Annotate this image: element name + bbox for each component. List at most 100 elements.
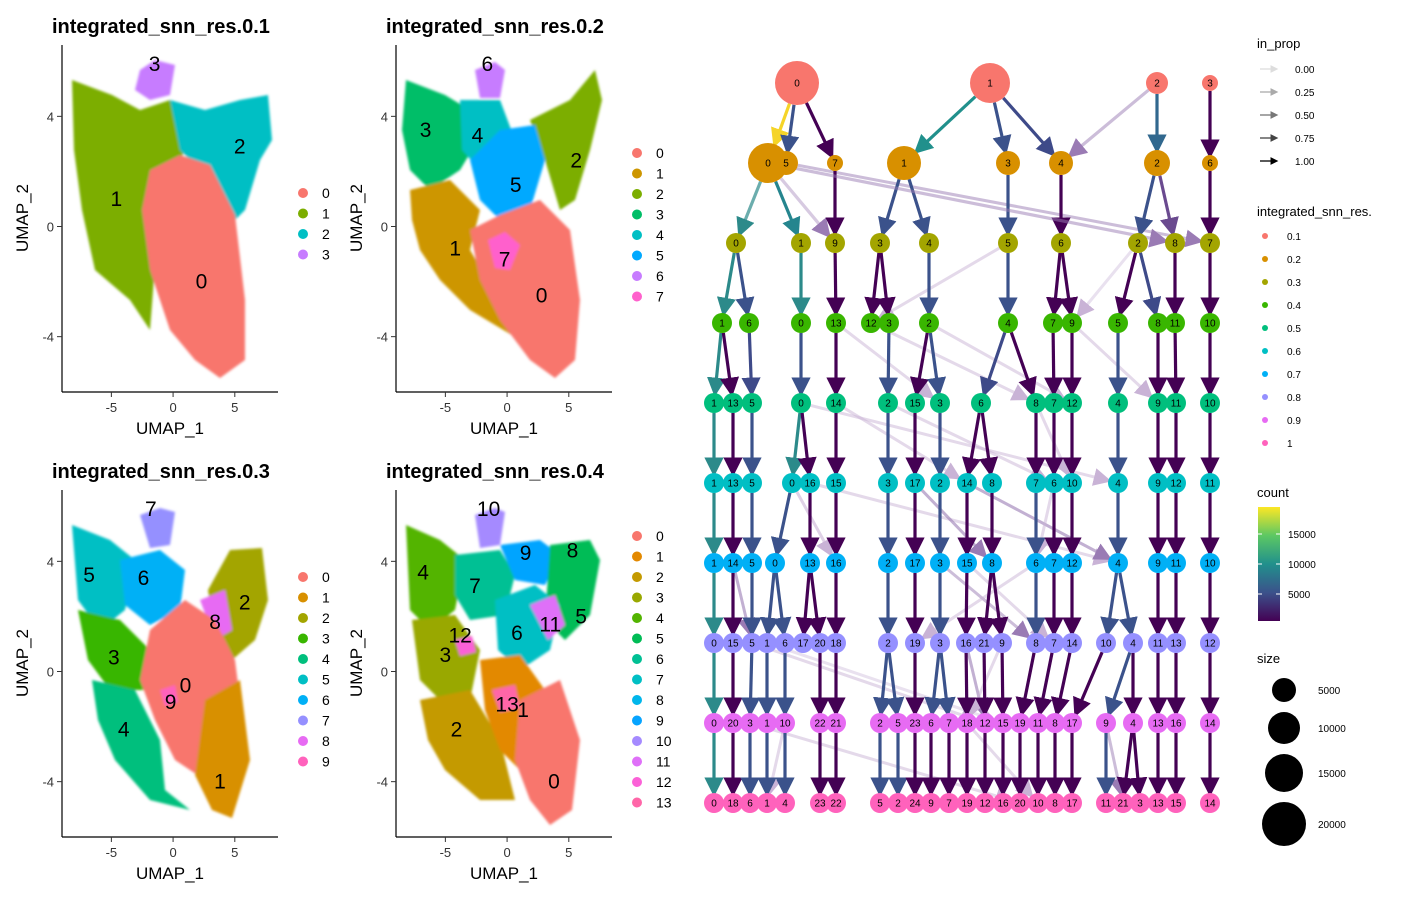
- legend-key: [632, 168, 642, 179]
- res-key: [1262, 256, 1268, 262]
- tree-node: [993, 713, 1013, 733]
- tree-node-label: 11: [1033, 719, 1044, 730]
- cluster-label: 8: [209, 611, 221, 634]
- tree-edge: [1118, 572, 1138, 637]
- tree-edge: [1116, 732, 1136, 797]
- y-tick-label: 4: [47, 109, 54, 124]
- tree-edge: [795, 491, 833, 558]
- tree-edge: [797, 412, 817, 477]
- tree-node: [878, 393, 898, 413]
- umap-panel-res-0-1: integrated_snn_res.0.1 -5 0 5 4 0 -4 UMAP_1 U…: [13, 16, 330, 438]
- tree-node: [1130, 793, 1150, 813]
- y-axis-title: UMAP_2: [347, 629, 366, 697]
- panel-title: integrated_snn_res.0.2: [386, 16, 604, 38]
- tree-node-label: 6: [747, 799, 753, 810]
- tree-node: [870, 233, 890, 253]
- tree-node: [704, 633, 724, 653]
- tree-node: [930, 393, 950, 413]
- tree-node: [1202, 75, 1218, 91]
- in-prop-label: 0.00: [1295, 65, 1315, 76]
- tree-edge: [876, 246, 1001, 320]
- legend-title: size: [1257, 651, 1280, 666]
- tree-node: [1123, 713, 1143, 733]
- legend-key: [632, 250, 642, 261]
- tree-node-label: 13: [804, 559, 816, 570]
- tree-node: [998, 313, 1018, 333]
- tree-edge: [924, 652, 944, 717]
- legend-count: count 15000 10000 5000: [1257, 485, 1316, 621]
- tree-node-label: 6: [1058, 239, 1064, 250]
- tree-node-label: 1: [798, 239, 804, 250]
- legend-label: 11: [656, 754, 671, 770]
- tree-node-label: 20: [727, 719, 739, 730]
- tree-node: [775, 793, 795, 813]
- legend-key: [298, 613, 308, 623]
- legend-key: [298, 592, 308, 603]
- tree-node: [791, 313, 811, 333]
- size-key: [1272, 678, 1296, 702]
- legend-label: 0: [656, 528, 664, 544]
- tree-edge: [979, 412, 999, 477]
- tree-node-label: 4: [926, 239, 932, 250]
- tree-node: [704, 393, 724, 413]
- tree-node: [1045, 793, 1065, 813]
- x-tick-label: 5: [565, 845, 572, 860]
- tree-node: [1165, 313, 1185, 333]
- tree-edge: [980, 331, 1007, 398]
- x-tick-label: 5: [231, 845, 238, 860]
- tree-node: [1200, 553, 1220, 573]
- legend-title: in_prop: [1257, 36, 1300, 51]
- tree-node: [919, 313, 939, 333]
- x-tick-label: -5: [440, 845, 452, 860]
- tree-node: [726, 233, 746, 253]
- legend-key: [632, 189, 642, 199]
- tree-node-label: 1: [764, 639, 770, 650]
- tree-node-label: 5: [783, 159, 789, 170]
- y-tick-label: -4: [376, 330, 388, 345]
- tree-edge: [1059, 252, 1079, 317]
- tree-node-label: 3: [747, 719, 753, 730]
- tree-edge: [785, 412, 805, 477]
- tree-node-label: 13: [830, 319, 842, 330]
- tree-node: [1026, 553, 1046, 573]
- axes: [61, 490, 278, 838]
- cluster-labels: 0 1 2 3 4 5 6 7 8 9: [83, 498, 250, 794]
- ticks: -5 0 5 4 0 -4: [42, 109, 238, 415]
- tree-edge: [927, 332, 947, 397]
- tree-node-label: 16: [804, 479, 816, 490]
- ticks: -5 0 5 4 0 -4: [376, 554, 572, 860]
- tree-node-label: 5: [749, 479, 755, 490]
- legend-key: [298, 249, 308, 260]
- tree-edge: [1128, 732, 1148, 797]
- tree-edge: [1166, 332, 1186, 397]
- tree-node: [905, 713, 925, 733]
- tree-node: [791, 233, 811, 253]
- tree-edge: [787, 165, 1169, 248]
- tree-node: [870, 793, 890, 813]
- tree-node: [1200, 793, 1220, 813]
- tree-node: [757, 793, 777, 813]
- tree-node: [723, 633, 743, 653]
- tree-node-label: 5: [749, 639, 755, 650]
- panel-title: integrated_snn_res.0.1: [52, 16, 270, 38]
- tree-node-label: 13: [1170, 639, 1182, 650]
- tree-node: [878, 553, 898, 573]
- tree-node: [1026, 473, 1046, 493]
- tree-node-label: 9: [832, 239, 838, 250]
- tree-node: [992, 633, 1012, 653]
- tree-node: [742, 633, 762, 653]
- tree-node-label: 10: [1204, 559, 1216, 570]
- tree-node: [704, 793, 724, 813]
- tree-node: [1166, 473, 1186, 493]
- size-key: [1268, 712, 1300, 744]
- tree-node: [957, 553, 977, 573]
- tree-node-label: 2: [885, 639, 891, 650]
- tree-node-label: 6: [782, 639, 788, 650]
- legend-label: 9: [656, 713, 664, 729]
- legend-label: 3: [322, 247, 330, 263]
- legend-label: 9: [322, 754, 330, 770]
- tree-node-label: 9: [999, 639, 1005, 650]
- tree-node: [810, 793, 830, 813]
- tree-edge: [976, 572, 997, 637]
